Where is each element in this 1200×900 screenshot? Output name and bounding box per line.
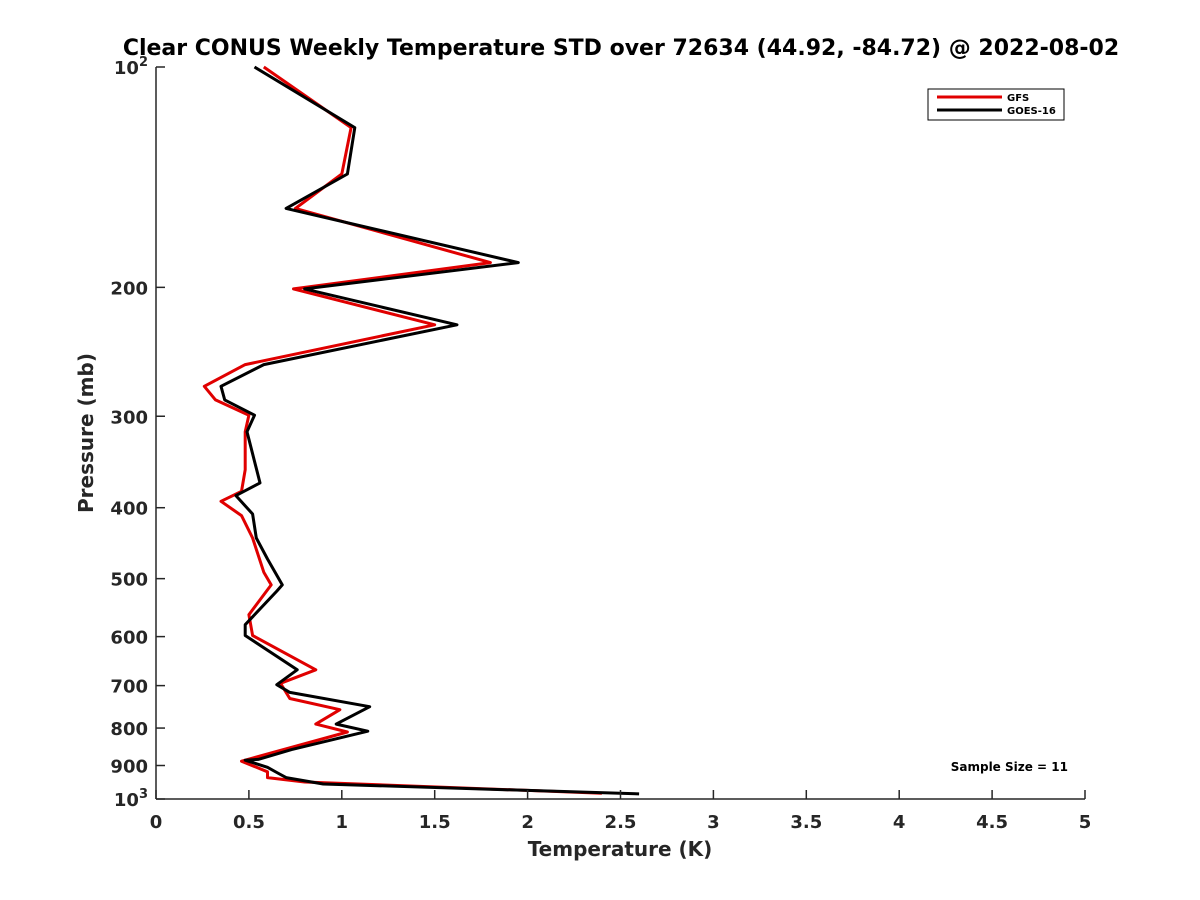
x-tick-label: 0 bbox=[150, 812, 163, 833]
legend-box bbox=[927, 88, 1065, 121]
legend: GFS GOES-16 bbox=[927, 88, 1065, 121]
y-tick-label: 300 bbox=[110, 407, 148, 428]
y-tick-label: 700 bbox=[110, 677, 148, 698]
chart-title: Clear CONUS Weekly Temperature STD over … bbox=[123, 36, 1119, 61]
series-line-goes-16 bbox=[219, 65, 640, 796]
legend-label-goes-16: GOES-16 bbox=[1007, 106, 1056, 117]
y-tick-label: 800 bbox=[110, 719, 148, 740]
x-axis-label: Temperature (K) bbox=[528, 837, 713, 861]
x-tick-label: 4 bbox=[893, 812, 906, 833]
y-tick-label: 103 bbox=[114, 787, 148, 811]
sample-size-annotation: Sample Size = 11 bbox=[951, 760, 1068, 774]
x-tick-label: 1.5 bbox=[419, 812, 451, 833]
y-axis-label: Pressure (mb) bbox=[74, 353, 98, 513]
legend-label-gfs: GFS bbox=[1007, 93, 1029, 104]
y-tick-label: 400 bbox=[110, 499, 148, 520]
x-tick-label: 3.5 bbox=[790, 812, 822, 833]
x-tick-label: 0.5 bbox=[233, 812, 265, 833]
y-tick-label: 900 bbox=[110, 757, 148, 778]
x-tick-label: 1 bbox=[336, 812, 349, 833]
x-tick-label: 5 bbox=[1079, 812, 1092, 833]
y-tick-label: 200 bbox=[110, 278, 148, 299]
axes-layer bbox=[155, 67, 1085, 800]
x-tick-label: 4.5 bbox=[976, 812, 1008, 833]
x-tick-label: 2.5 bbox=[605, 812, 637, 833]
series-layer bbox=[202, 65, 640, 796]
y-tick-label: 500 bbox=[110, 570, 148, 591]
y-tick-label: 102 bbox=[114, 55, 148, 79]
ticks-layer: 0 0.5 1 1.5 2 2.5 3 3.5 4 4.5 5 102 200 300 400 500 600 7… bbox=[110, 55, 1091, 833]
x-tick-label: 2 bbox=[521, 812, 534, 833]
y-tick-label: 600 bbox=[110, 628, 148, 649]
x-tick-label: 3 bbox=[707, 812, 720, 833]
series-line-gfs bbox=[202, 65, 602, 795]
